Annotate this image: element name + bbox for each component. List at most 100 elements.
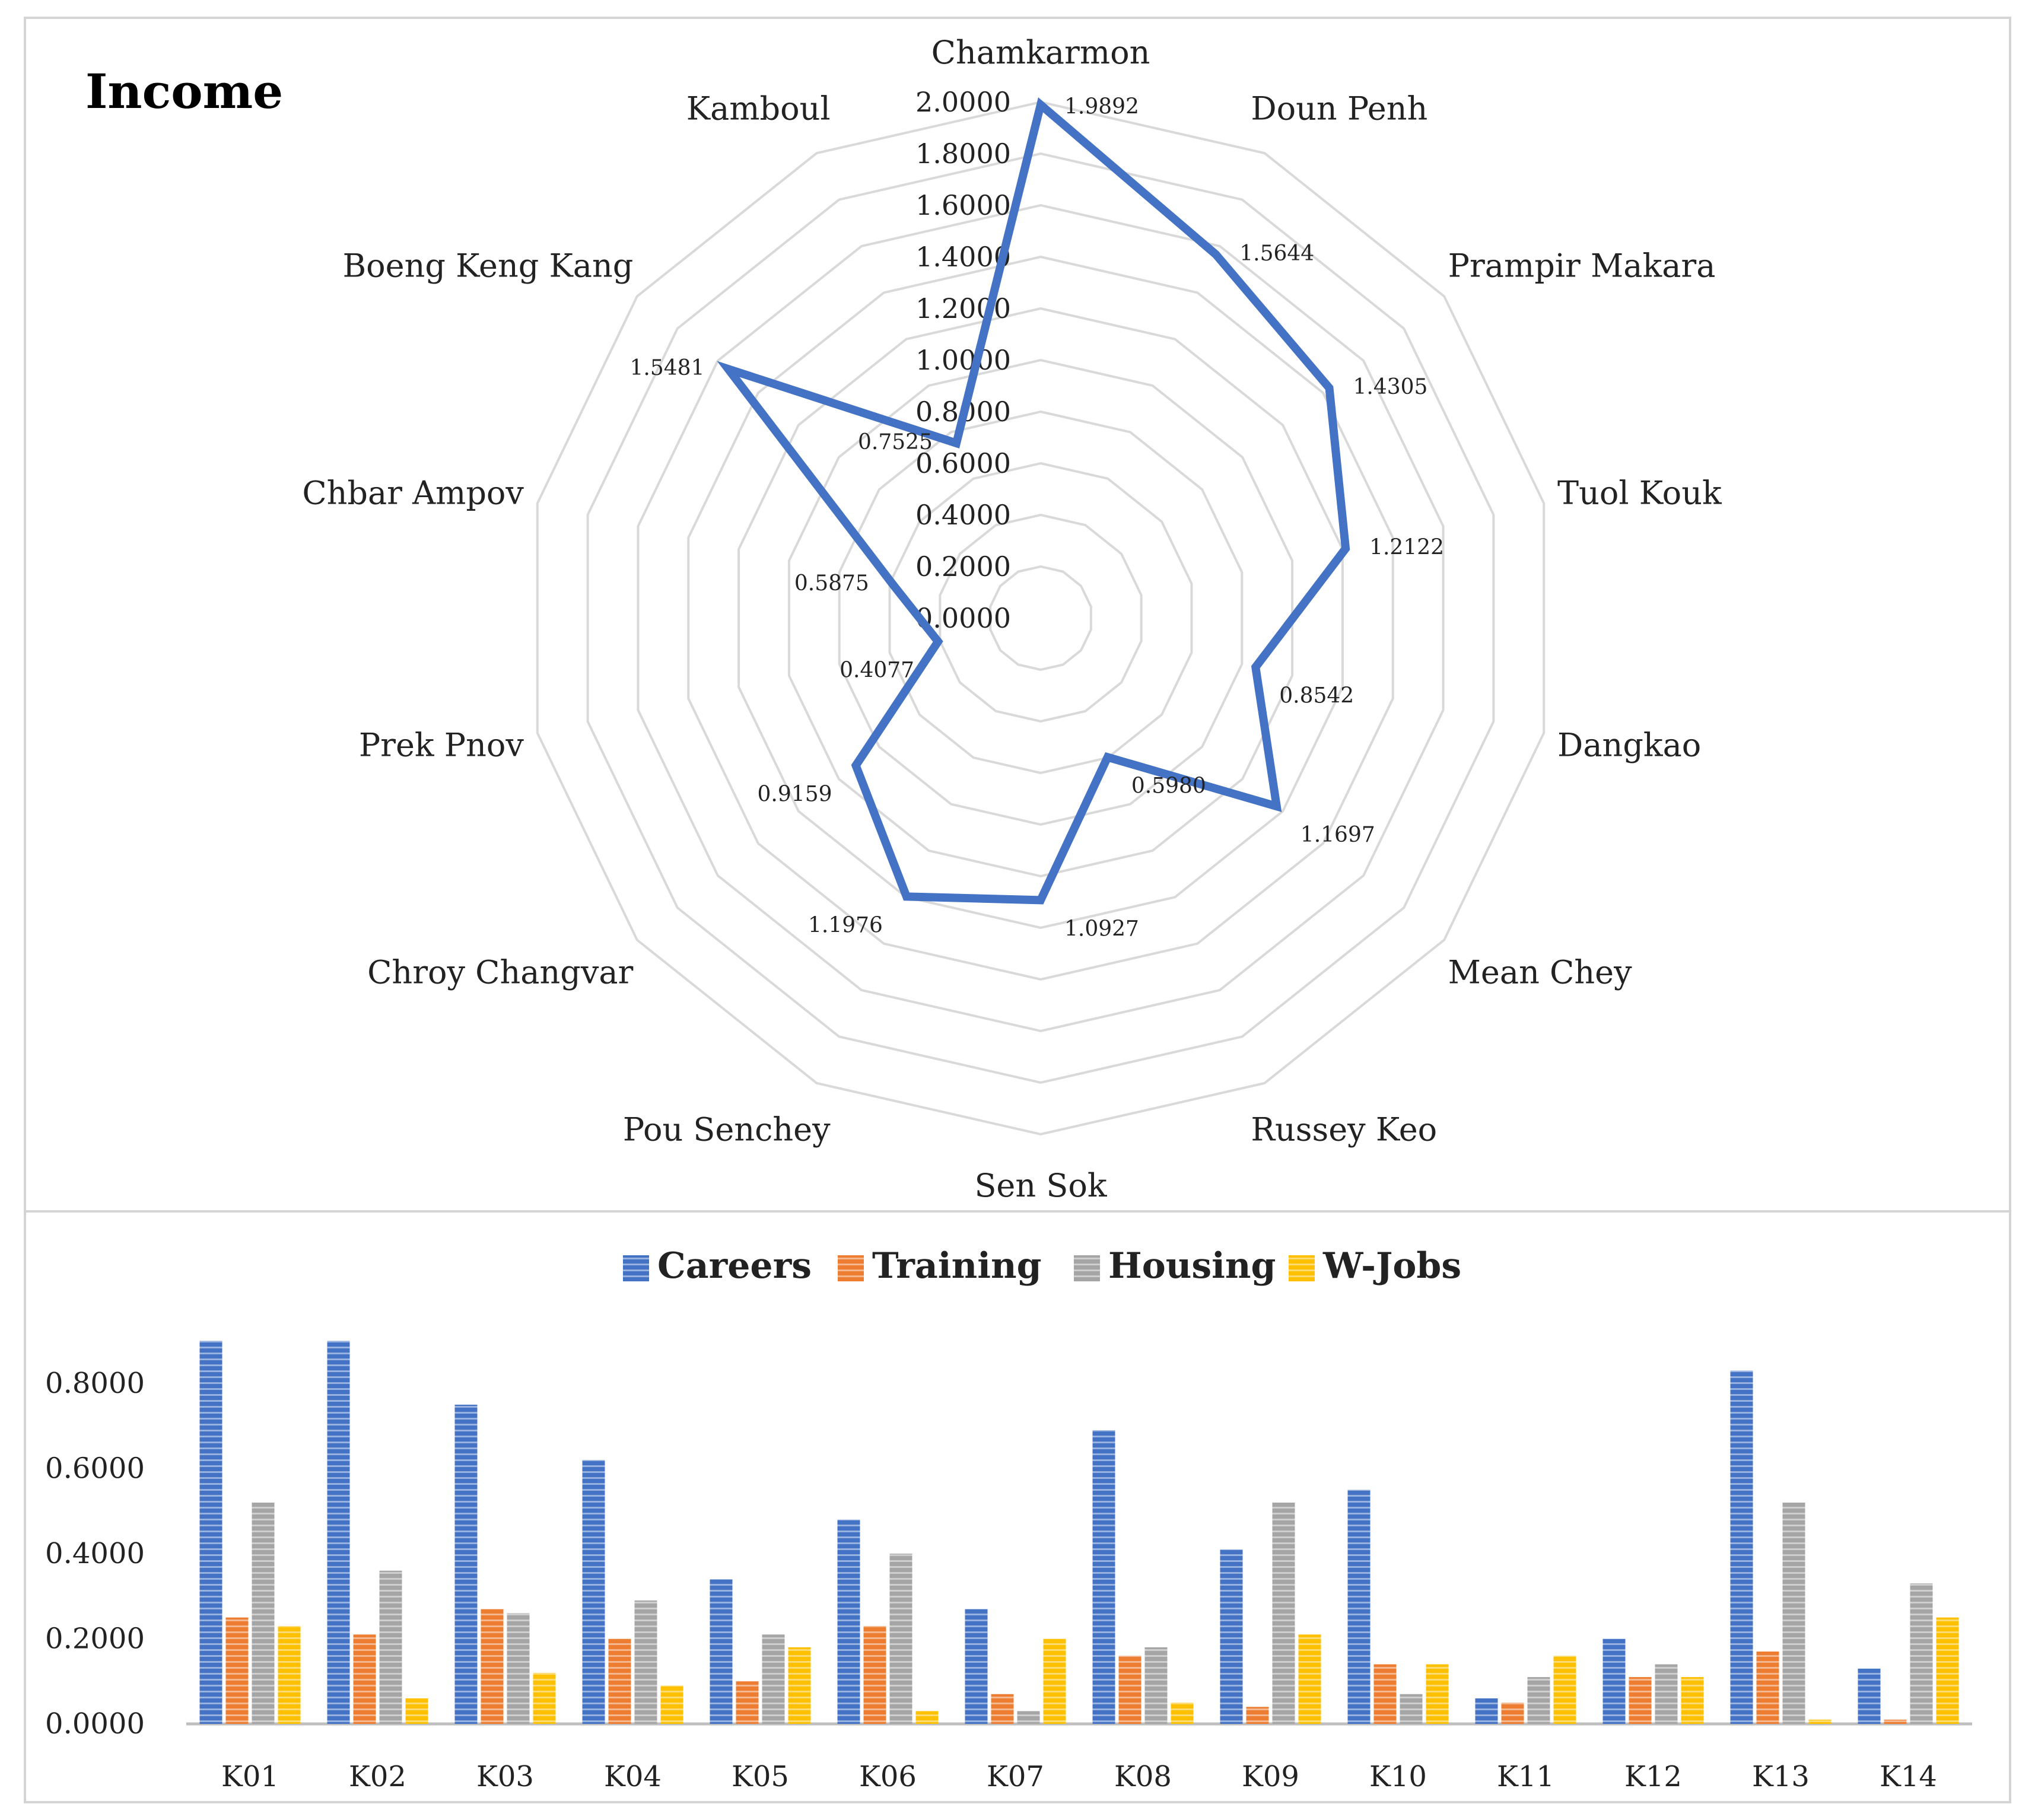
radar-category-label: Prek Pnov: [359, 727, 524, 764]
x-tick-label: K01: [221, 1760, 279, 1793]
radar-tick-label: 0.4000: [915, 499, 1011, 531]
bar-careers: [965, 1609, 988, 1724]
radar-grid-ring: [989, 565, 1092, 672]
radar-category-label: Chamkarmon: [931, 34, 1150, 71]
bar-training: [991, 1694, 1014, 1724]
bar-training: [353, 1634, 376, 1724]
bar-wjobs: [1298, 1634, 1321, 1724]
legend-label: Careers: [657, 1245, 812, 1287]
bar-housing: [634, 1600, 657, 1724]
x-tick-label: K02: [349, 1760, 406, 1793]
bar-wjobs: [1171, 1703, 1194, 1724]
radar-category-label: Kamboul: [686, 90, 831, 128]
bar-wjobs: [1426, 1664, 1449, 1724]
bar-careers: [1602, 1638, 1626, 1724]
radar-tick-label: 0.6000: [915, 447, 1011, 479]
bar-housing: [507, 1613, 530, 1724]
radar-category-label: Russey Keo: [1251, 1111, 1437, 1148]
radar-data-label: 1.9892: [1064, 95, 1139, 119]
radar-data-label: 1.5481: [630, 356, 705, 380]
legend-swatch-careers: [623, 1255, 649, 1281]
radar-data-label: 1.1697: [1301, 823, 1375, 847]
radar-grid-ring: [737, 307, 1344, 930]
x-tick-label: K06: [859, 1760, 917, 1793]
bar-wjobs: [1681, 1677, 1704, 1724]
radar-category-label: Chbar Ampov: [302, 474, 524, 511]
bar-housing: [1655, 1664, 1678, 1724]
radar-grid-ring: [838, 410, 1244, 826]
bar-chart: 0.0000 0.2000 0.4000 0.6000 0.8000 K01 K02 K03 K…: [45, 1245, 1972, 1793]
legend-label: W-Jobs: [1322, 1245, 1461, 1287]
x-tick-label: K13: [1752, 1760, 1810, 1793]
radar-tick-label: 1.0000: [915, 344, 1011, 376]
radar-data-label: 1.1976: [808, 913, 883, 937]
bar-training: [863, 1625, 886, 1724]
radar-tick-label: 1.6000: [915, 189, 1011, 221]
x-tick-label: K03: [476, 1760, 534, 1793]
bar-wjobs: [1043, 1638, 1066, 1724]
bar-training: [1629, 1677, 1652, 1724]
bar-wjobs: [278, 1625, 301, 1724]
radar-category-label: Tuol Kouk: [1557, 474, 1722, 511]
x-tick-label: K04: [604, 1760, 662, 1793]
legend-label: Housing: [1108, 1245, 1276, 1287]
bar-housing: [1910, 1583, 1933, 1724]
radar-data-label: 1.2122: [1369, 536, 1444, 560]
bar-housing: [252, 1502, 275, 1724]
bar-training: [481, 1609, 504, 1724]
radar-data-label: 0.7525: [858, 430, 933, 454]
bar-careers: [837, 1519, 860, 1724]
x-tick-label: K10: [1369, 1760, 1427, 1793]
bar-housing: [1400, 1694, 1423, 1724]
bar-training: [736, 1681, 759, 1724]
bar-careers: [327, 1341, 350, 1724]
radar-chart-panel: Income 0.0000 0.2000 0.4000 0.6000 0.8000 1.00…: [24, 17, 2011, 1214]
radar-category-label: Dangkao: [1557, 727, 1701, 764]
legend-swatch-housing: [1074, 1255, 1100, 1281]
bar-wjobs: [1808, 1719, 1832, 1724]
chart-title: Income: [85, 63, 283, 119]
radar-grid-ring: [888, 462, 1193, 775]
bar-training: [1501, 1703, 1524, 1724]
bar-training: [1246, 1707, 1269, 1724]
bar-training: [1884, 1719, 1907, 1724]
bar-housing: [1272, 1502, 1295, 1724]
radar-series-line: [717, 97, 1350, 905]
x-tick-label: K11: [1497, 1760, 1554, 1793]
bar-wjobs: [1553, 1656, 1576, 1724]
y-tick-label: 0.0000: [45, 1707, 145, 1741]
bar-housing: [1782, 1502, 1805, 1724]
bar-training: [1373, 1664, 1397, 1724]
bar-careers: [582, 1460, 605, 1724]
bar-careers: [1347, 1490, 1371, 1724]
bar-wjobs: [788, 1647, 811, 1724]
x-tick-label: K05: [732, 1760, 789, 1793]
radar-grid-ring: [586, 152, 1495, 1084]
legend-label: Training: [872, 1245, 1042, 1287]
radar-tick-label: 0.2000: [915, 551, 1011, 583]
radar-category-label: Prampir Makara: [1448, 247, 1716, 285]
bar-training: [225, 1617, 249, 1724]
bar-housing: [1527, 1677, 1550, 1724]
y-tick-label: 0.6000: [45, 1452, 145, 1485]
radar-grid-ring: [536, 100, 1546, 1136]
radar-data-label: 0.9159: [758, 782, 832, 806]
bar-wjobs: [1936, 1617, 1959, 1724]
legend-swatch-training: [838, 1255, 864, 1281]
legend-swatch-wjobs: [1289, 1255, 1315, 1281]
radar-data-label: 1.4305: [1353, 375, 1428, 399]
radar-tick-label: 1.8000: [915, 138, 1011, 170]
radar-chart: Income0.00000.20000.40000.60000.80001.00…: [85, 34, 1722, 1204]
radar-data-label: 0.8542: [1279, 684, 1354, 708]
radar-grid-ring: [637, 203, 1445, 1033]
radar-data-label: 1.5644: [1239, 241, 1314, 266]
bar-housing: [762, 1634, 785, 1724]
radar-data-label: 0.5980: [1131, 774, 1206, 798]
bar-careers: [199, 1341, 222, 1724]
x-tick-label: K07: [987, 1760, 1044, 1793]
radar-tick-label: 2.0000: [915, 86, 1011, 118]
radar-category-label: Pou Senchey: [623, 1111, 831, 1148]
x-tick-label: K12: [1624, 1760, 1682, 1793]
y-tick-label: 0.8000: [45, 1367, 145, 1400]
